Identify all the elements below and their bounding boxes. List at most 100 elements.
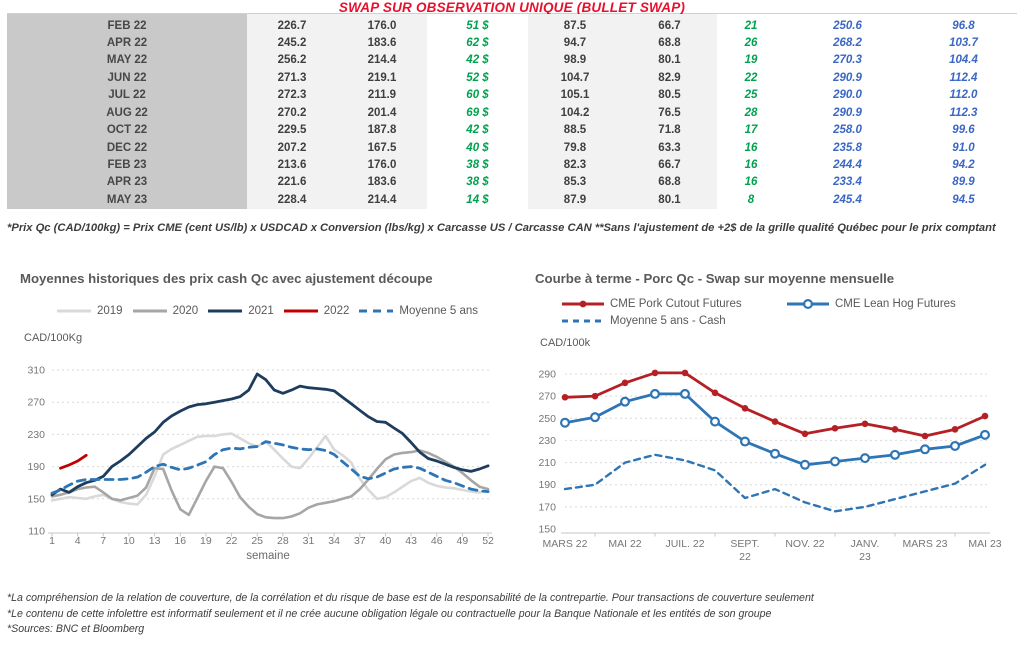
x-tick-label: 1 bbox=[49, 535, 55, 547]
x-tick-label: 10 bbox=[123, 535, 135, 547]
table-row: FEB 23 213.6 176.0 38 $ 82.3 66.7 16 244.4 94.2 bbox=[7, 157, 1017, 175]
month-cell: AUG 22 bbox=[7, 104, 247, 123]
y-tick-label: 270 bbox=[538, 391, 556, 403]
data-point bbox=[980, 429, 991, 440]
sources-line: *Sources: BNC et Bloomberg bbox=[7, 623, 145, 635]
value-cell: 268.2 bbox=[833, 36, 862, 49]
y-tick-label: 190 bbox=[27, 461, 45, 473]
data-point bbox=[649, 388, 660, 399]
value-cell: 25 bbox=[744, 89, 758, 102]
data-point bbox=[860, 453, 871, 464]
data-point bbox=[740, 436, 751, 447]
page-title: SWAP SUR OBSERVATION UNIQUE (BULLET SWAP… bbox=[338, 0, 686, 15]
forward-curve-chart: 150 170 190 210 230 250 270 290 MARS 22 MAI 22 JUI… bbox=[538, 369, 1001, 564]
table-footnote: *Prix Qc (CAD/100kg) = Prix CME (cent US… bbox=[7, 222, 996, 234]
value-cell: 104.7 bbox=[528, 69, 622, 88]
value-cell: 176.0 bbox=[337, 17, 427, 35]
data-point bbox=[800, 459, 811, 470]
left-chart-y-unit: CAD/100Kg bbox=[24, 332, 83, 344]
value-cell: 69 $ bbox=[466, 106, 489, 119]
table-row: AUG 22 270.2 201.4 69 $ 104.2 76.5 28 290.9 112.… bbox=[7, 104, 1017, 123]
x-tick-label: 49 bbox=[457, 535, 469, 547]
month-cell: FEB 23 bbox=[7, 157, 247, 175]
y-tick-label: 110 bbox=[28, 526, 45, 538]
value-cell: 183.6 bbox=[337, 34, 427, 53]
legend-item: CME Pork Cutout Futures bbox=[561, 298, 742, 310]
table-row: FEB 22 226.7 176.0 51 $ 87.5 66.7 21 250.6 96.8 bbox=[7, 17, 1017, 35]
disclaimer-line: *Le contenu de cette infolettre est info… bbox=[7, 607, 772, 620]
value-cell: 207.2 bbox=[247, 139, 337, 157]
value-cell: 60 $ bbox=[466, 89, 489, 102]
legend-swatch-2020 bbox=[132, 309, 167, 313]
table-row: MAY 23 228.4 214.4 14 $ 87.9 80.1 8 245.4 94.5 bbox=[7, 191, 1017, 210]
value-cell: 87.9 bbox=[528, 191, 622, 210]
table-row: DEC 22 207.2 167.5 40 $ 79.8 63.3 16 235.8 91.0 bbox=[7, 139, 1017, 157]
x-tick-label: 46 bbox=[431, 535, 443, 547]
series-line bbox=[59, 453, 88, 470]
value-cell: 14 $ bbox=[466, 193, 489, 206]
data-point bbox=[861, 420, 869, 428]
strip-segment bbox=[717, 14, 1017, 19]
y-tick-label: 190 bbox=[538, 479, 556, 491]
x-tick-label: JANV. 23 bbox=[851, 538, 880, 563]
value-cell: 17 bbox=[744, 124, 758, 137]
value-cell: 258.0 bbox=[833, 124, 862, 137]
value-cell: 42 $ bbox=[466, 54, 489, 67]
value-cell: 19 bbox=[744, 54, 758, 67]
right-chart-title: Courbe à terme - Porc Qc - Swap sur moye… bbox=[535, 271, 895, 286]
value-cell: 8 bbox=[747, 193, 755, 206]
month-cell: JUL 22 bbox=[7, 87, 247, 105]
value-cell: 79.8 bbox=[528, 139, 622, 157]
x-tick-label: 37 bbox=[354, 535, 366, 547]
value-cell: 22 bbox=[744, 71, 758, 84]
legend-item: Moyenne 5 ans bbox=[358, 305, 478, 317]
value-cell: 103.7 bbox=[949, 36, 978, 49]
value-cell: 96.8 bbox=[952, 19, 975, 32]
value-cell: 183.6 bbox=[337, 174, 427, 192]
value-cell: 201.4 bbox=[337, 104, 427, 123]
value-cell: 76.5 bbox=[622, 104, 717, 123]
value-cell: 80.1 bbox=[622, 52, 717, 70]
data-point bbox=[619, 396, 630, 407]
legend-label: Moyenne 5 ans bbox=[399, 305, 479, 317]
x-tick-label: 34 bbox=[328, 535, 340, 547]
value-cell: 87.5 bbox=[528, 17, 622, 35]
y-tick-label: 270 bbox=[27, 397, 45, 409]
value-cell: 52 $ bbox=[466, 71, 489, 84]
data-point bbox=[771, 418, 779, 425]
value-cell: 104.2 bbox=[528, 104, 622, 123]
value-cell: 167.5 bbox=[337, 139, 427, 157]
data-point bbox=[831, 424, 839, 432]
data-point bbox=[801, 430, 809, 438]
strip-segment bbox=[528, 14, 717, 19]
value-cell: 62 $ bbox=[466, 36, 489, 49]
legend-item: 2021 bbox=[207, 305, 274, 317]
value-cell: 213.6 bbox=[247, 157, 337, 175]
data-point bbox=[890, 449, 901, 460]
value-cell: 71.8 bbox=[622, 122, 717, 140]
value-cell: 66.7 bbox=[622, 17, 717, 35]
x-tick-label: 19 bbox=[200, 535, 212, 547]
value-cell: 80.5 bbox=[622, 87, 717, 105]
value-cell: 104.4 bbox=[949, 54, 978, 67]
value-cell: 290.0 bbox=[833, 89, 862, 102]
value-cell: 211.9 bbox=[337, 87, 427, 105]
table-row: OCT 22 229.5 187.8 42 $ 88.5 71.8 17 258.0 99.6 bbox=[7, 122, 1017, 140]
value-cell: 235.8 bbox=[833, 141, 862, 154]
legend-item: Moyenne 5 ans - Cash bbox=[561, 315, 726, 327]
left-chart-legend: 2019 2020 2021 2022 Moyenne 5 ans bbox=[56, 305, 478, 317]
value-cell: 16 bbox=[744, 141, 758, 154]
value-cell: 176.0 bbox=[337, 157, 427, 175]
value-cell: 40 $ bbox=[466, 141, 489, 154]
data-point bbox=[950, 440, 961, 451]
x-tick-label: 25 bbox=[251, 535, 263, 547]
series-line bbox=[563, 453, 987, 513]
month-cell: JUN 22 bbox=[7, 69, 247, 88]
value-cell: 16 bbox=[744, 159, 758, 171]
value-cell: 250.6 bbox=[833, 19, 862, 32]
y-tick-label: 230 bbox=[538, 435, 556, 447]
x-tick-label: MARS 23 bbox=[903, 538, 948, 550]
month-cell: APR 23 bbox=[7, 174, 247, 192]
value-cell: 98.9 bbox=[528, 52, 622, 70]
